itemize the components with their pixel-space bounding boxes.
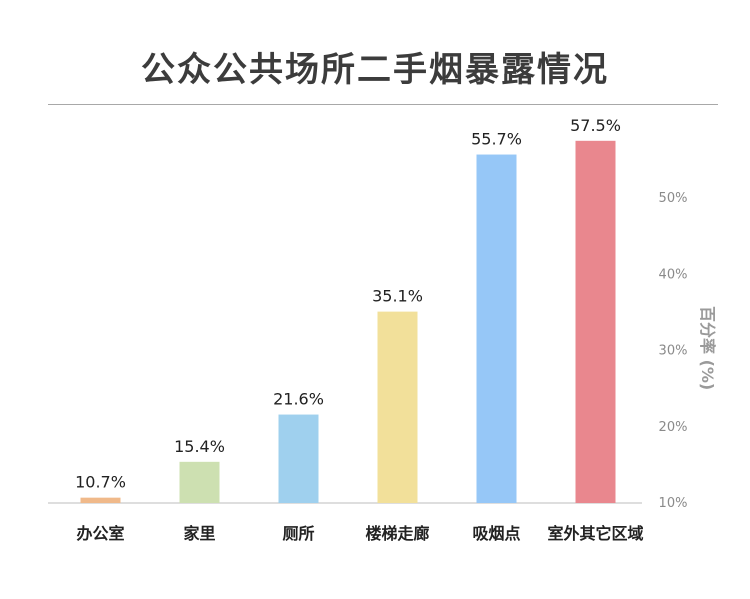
category-label: 室外其它区域 xyxy=(547,524,643,543)
bar-value-label: 57.5% xyxy=(570,116,621,135)
title-divider xyxy=(48,104,718,105)
bar xyxy=(179,461,220,503)
y-tick-label: 50% xyxy=(659,191,688,206)
y-axis-title: 百分率 (%) xyxy=(698,306,717,390)
category-label: 吸烟点 xyxy=(472,524,520,543)
y-tick-label: 30% xyxy=(659,344,688,359)
bar-value-label: 55.7% xyxy=(471,130,522,149)
bar xyxy=(278,414,319,503)
bar xyxy=(80,497,121,503)
chart-title: 公众公共场所二手烟暴露情况 xyxy=(141,50,609,90)
bar-value-label: 10.7% xyxy=(75,473,126,492)
bar xyxy=(377,311,418,503)
bar xyxy=(476,154,517,503)
bar-value-label: 35.1% xyxy=(372,287,423,306)
category-label: 家里 xyxy=(183,524,215,543)
bar-value-label: 21.6% xyxy=(273,390,324,409)
category-label: 办公室 xyxy=(76,524,124,543)
bar xyxy=(575,140,616,503)
bar-value-label: 15.4% xyxy=(174,437,225,456)
category-label: 楼梯走廊 xyxy=(365,524,429,543)
y-tick-label: 20% xyxy=(659,420,688,435)
category-label: 厕所 xyxy=(282,524,314,543)
y-tick-label: 10% xyxy=(659,496,688,511)
y-tick-label: 40% xyxy=(659,267,688,282)
